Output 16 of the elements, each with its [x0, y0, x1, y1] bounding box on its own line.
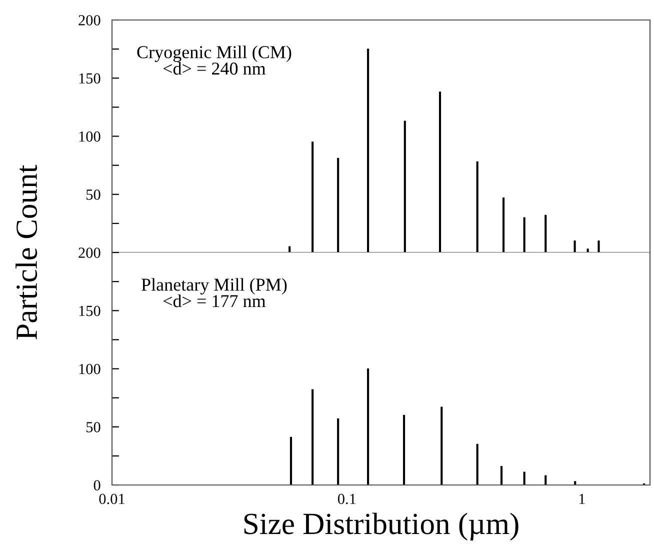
y-tick-label: 50 [86, 422, 100, 432]
y-tick-label: 150 [79, 73, 100, 84]
x-tick-label: 1 [579, 494, 585, 504]
y-tick-label: 0 [94, 480, 100, 490]
y-tick-label: 200 [78, 248, 100, 258]
y-tick-label: 150 [79, 306, 100, 316]
annotation: Cryogenic Mill (CM) <d> = 240 nm [137, 46, 292, 75]
x-tick-label: 0.1 [338, 494, 356, 504]
y-tick-label: 50 [86, 190, 100, 200]
x-tick-label: 0.01 [99, 494, 124, 504]
y-axis-title: Particle Count [16, 164, 38, 340]
y-tick-label: 200 [78, 15, 100, 26]
annotation: Planetary Mill (PM) <d> = 177 nm [142, 278, 287, 308]
x-axis-title: Size Distribution (µm) [244, 512, 518, 540]
y-tick-label: 100 [79, 131, 100, 142]
y-tick-label: 100 [79, 364, 100, 374]
